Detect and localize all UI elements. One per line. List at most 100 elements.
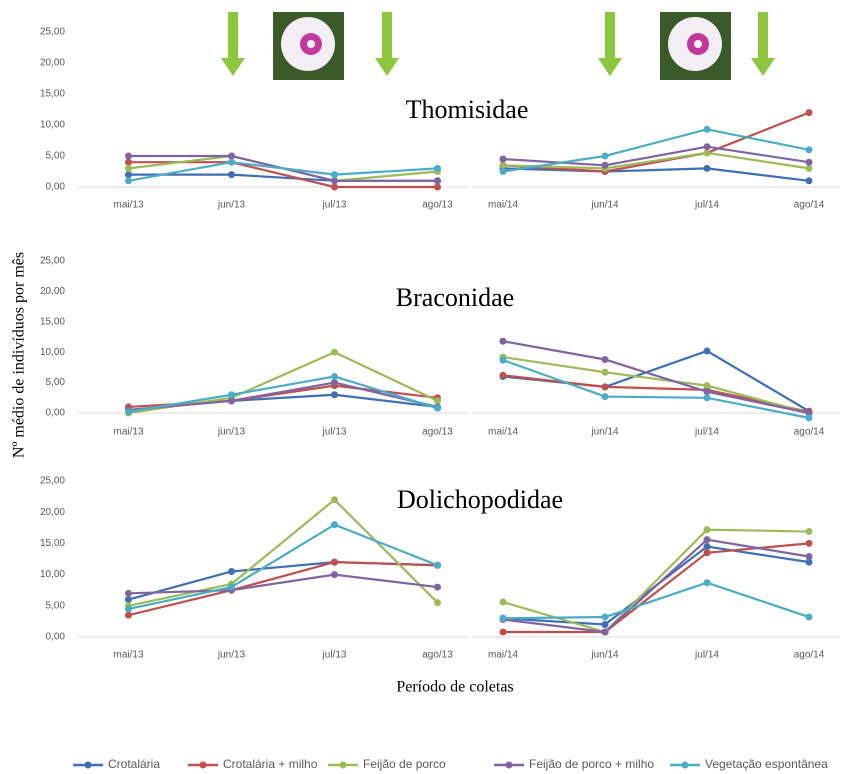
series-line [502, 128, 810, 173]
y-axis-label: Nº médio de indivíduos por mês [11, 252, 28, 458]
data-point [703, 347, 711, 355]
data-point [805, 528, 813, 536]
data-point [434, 183, 441, 191]
data-point [601, 383, 609, 391]
series-line [128, 498, 439, 607]
data-point [805, 409, 813, 417]
data-point [228, 391, 235, 399]
data-point [805, 109, 813, 117]
data-point [331, 177, 338, 185]
x-tick-label: jul/14 [694, 200, 719, 211]
data-point [601, 161, 609, 169]
data-point [601, 368, 609, 376]
series-line [502, 581, 810, 620]
x-tick-label: jul/13 [322, 200, 347, 211]
series-line [502, 167, 810, 182]
x-tick-label: jun/14 [590, 650, 619, 661]
y-tick-label: 20,00 [40, 286, 65, 297]
data-point [805, 164, 813, 172]
data-point [805, 177, 813, 185]
data-point [331, 183, 338, 191]
series-line [502, 111, 810, 173]
data-point [434, 404, 441, 412]
data-point [434, 164, 441, 172]
legend-label: Crotalária [108, 757, 160, 771]
data-point [331, 391, 338, 399]
x-tick-label: jul/14 [694, 650, 719, 661]
data-point [331, 379, 338, 387]
y-tick-label: 15,00 [40, 316, 65, 327]
x-tick-label: jun/13 [217, 650, 246, 661]
data-point [331, 521, 338, 529]
x-tick-label: jun/14 [590, 200, 619, 211]
data-point [499, 598, 507, 606]
panel: mai/14 jun/14 jul/14 ago/14 [472, 109, 840, 211]
legend-marker [339, 761, 347, 769]
y-tick-label: 20,00 [40, 507, 65, 518]
series-line [502, 340, 810, 415]
x-tick-label: jun/13 [217, 427, 246, 438]
y-tick-label: 5,00 [46, 377, 66, 388]
y-tick-label: 25,00 [40, 27, 65, 38]
legend-marker [505, 761, 513, 769]
data-point [499, 371, 507, 379]
legend-marker [681, 761, 689, 769]
data-point [125, 152, 132, 160]
series-line [128, 375, 438, 413]
x-tick-label: jul/13 [322, 650, 347, 661]
data-point [434, 177, 441, 185]
x-tick-label: jul/13 [322, 427, 347, 438]
data-point [805, 146, 813, 154]
data-point [703, 382, 711, 390]
data-point [228, 583, 235, 591]
y-tick-label: 15,00 [40, 538, 65, 549]
data-point [125, 596, 132, 604]
series-line [128, 523, 438, 610]
y-tick-label: 25,00 [40, 256, 65, 267]
panel: mai/14 jun/14 jul/14 ago/14 [472, 526, 840, 661]
y-tick-label: 0,00 [46, 632, 66, 643]
y-tick-label: 0,00 [46, 408, 66, 419]
series-line [502, 355, 810, 415]
data-point [125, 158, 132, 166]
x-tick-label: ago/13 [422, 200, 453, 211]
data-point [601, 152, 609, 160]
x-tick-label: ago/13 [422, 650, 453, 661]
legend-label: Feijão de porco [363, 757, 446, 771]
data-point [703, 164, 711, 172]
data-point [331, 373, 338, 381]
series-line [502, 145, 810, 167]
data-point [331, 348, 338, 356]
data-point [228, 158, 235, 166]
data-point [125, 177, 132, 185]
data-point [601, 393, 609, 401]
data-point [499, 168, 507, 175]
y-tick-label: 10,00 [40, 569, 65, 580]
data-point [331, 558, 338, 566]
data-point [703, 543, 711, 551]
data-point [601, 355, 609, 363]
legend: Crotalária Crotalária + milho Feijão de po… [73, 757, 828, 771]
data-point [805, 158, 813, 166]
data-point [499, 356, 507, 364]
legend-label: Crotalária + milho [223, 757, 318, 771]
x-tick-label: mai/14 [488, 427, 518, 438]
y-tick-label: 5,00 [46, 600, 66, 611]
legend-marker [84, 761, 92, 769]
y-tick-label: 0,00 [46, 182, 66, 193]
legend-label: Vegetação espontânea [705, 757, 828, 771]
data-point [703, 149, 711, 157]
data-point [434, 561, 441, 569]
data-point [805, 414, 813, 422]
x-tick-label: mai/13 [113, 650, 143, 661]
data-point [499, 614, 507, 622]
y-tick-label: 25,00 [40, 476, 65, 487]
data-point [805, 539, 813, 547]
series-line [128, 161, 438, 182]
x-axis-label: Período de coletas [396, 679, 513, 696]
legend-label: Feijão de porco + milho [529, 757, 654, 771]
series-line [128, 573, 438, 595]
data-point [703, 536, 711, 544]
series-line [128, 381, 438, 412]
data-point [499, 628, 507, 636]
